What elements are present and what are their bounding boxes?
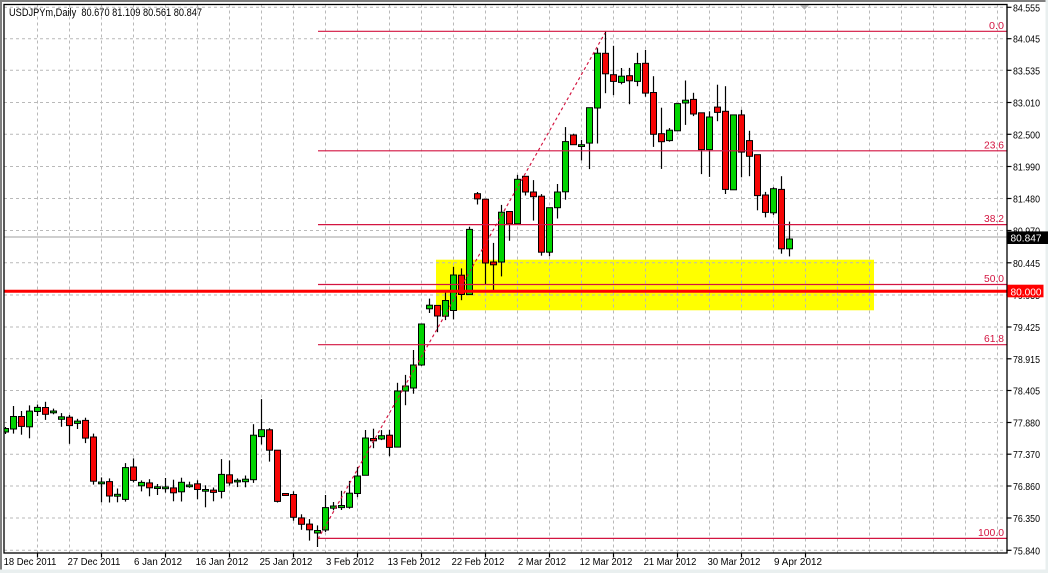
svg-text:USDJPYm,Daily 80.670 81.109 8: USDJPYm,Daily 80.670 81.109 80.561 80.84…: [9, 7, 202, 19]
svg-text:81.990: 81.990: [1013, 162, 1040, 174]
svg-text:78.405: 78.405: [1013, 386, 1040, 398]
svg-text:30 Mar 2012: 30 Mar 2012: [708, 556, 761, 568]
svg-text:3 Feb 2012: 3 Feb 2012: [326, 556, 374, 568]
svg-text:81.480: 81.480: [1013, 194, 1040, 206]
svg-text:83.010: 83.010: [1013, 98, 1040, 110]
svg-text:84.045: 84.045: [1013, 34, 1040, 46]
svg-text:6 Jan 2012: 6 Jan 2012: [134, 556, 182, 568]
svg-text:50.0: 50.0: [984, 273, 1004, 285]
svg-text:27 Dec 2011: 27 Dec 2011: [68, 556, 121, 568]
svg-text:79.425: 79.425: [1013, 322, 1040, 334]
svg-text:21 Mar 2012: 21 Mar 2012: [644, 556, 697, 568]
svg-text:83.535: 83.535: [1013, 65, 1040, 77]
svg-text:9 Apr 2012: 9 Apr 2012: [774, 556, 822, 568]
svg-text:100.0: 100.0: [978, 527, 1004, 539]
svg-text:80.847: 80.847: [1011, 232, 1042, 244]
svg-text:61.8: 61.8: [984, 333, 1004, 345]
svg-text:82.500: 82.500: [1013, 129, 1040, 141]
svg-text:2 Mar 2012: 2 Mar 2012: [518, 556, 566, 568]
svg-text:0.0: 0.0: [989, 20, 1004, 32]
svg-text:76.350: 76.350: [1013, 513, 1040, 525]
svg-text:23.6: 23.6: [984, 139, 1004, 151]
svg-text:12 Mar 2012: 12 Mar 2012: [580, 556, 633, 568]
svg-text:13 Feb 2012: 13 Feb 2012: [388, 556, 441, 568]
svg-text:76.860: 76.860: [1013, 481, 1040, 493]
svg-text:25 Jan 2012: 25 Jan 2012: [260, 556, 313, 568]
svg-text:77.880: 77.880: [1013, 418, 1040, 430]
svg-text:77.370: 77.370: [1013, 449, 1040, 461]
svg-text:80.445: 80.445: [1013, 258, 1040, 270]
svg-text:80.000: 80.000: [1011, 287, 1042, 299]
svg-text:22 Feb 2012: 22 Feb 2012: [452, 556, 505, 568]
svg-text:18 Dec 2011: 18 Dec 2011: [4, 556, 57, 568]
svg-text:75.840: 75.840: [1013, 545, 1040, 557]
svg-text:16 Jan 2012: 16 Jan 2012: [196, 556, 249, 568]
svg-text:38.2: 38.2: [984, 213, 1004, 225]
svg-text:84.555: 84.555: [1013, 2, 1040, 14]
svg-text:78.915: 78.915: [1013, 354, 1040, 366]
